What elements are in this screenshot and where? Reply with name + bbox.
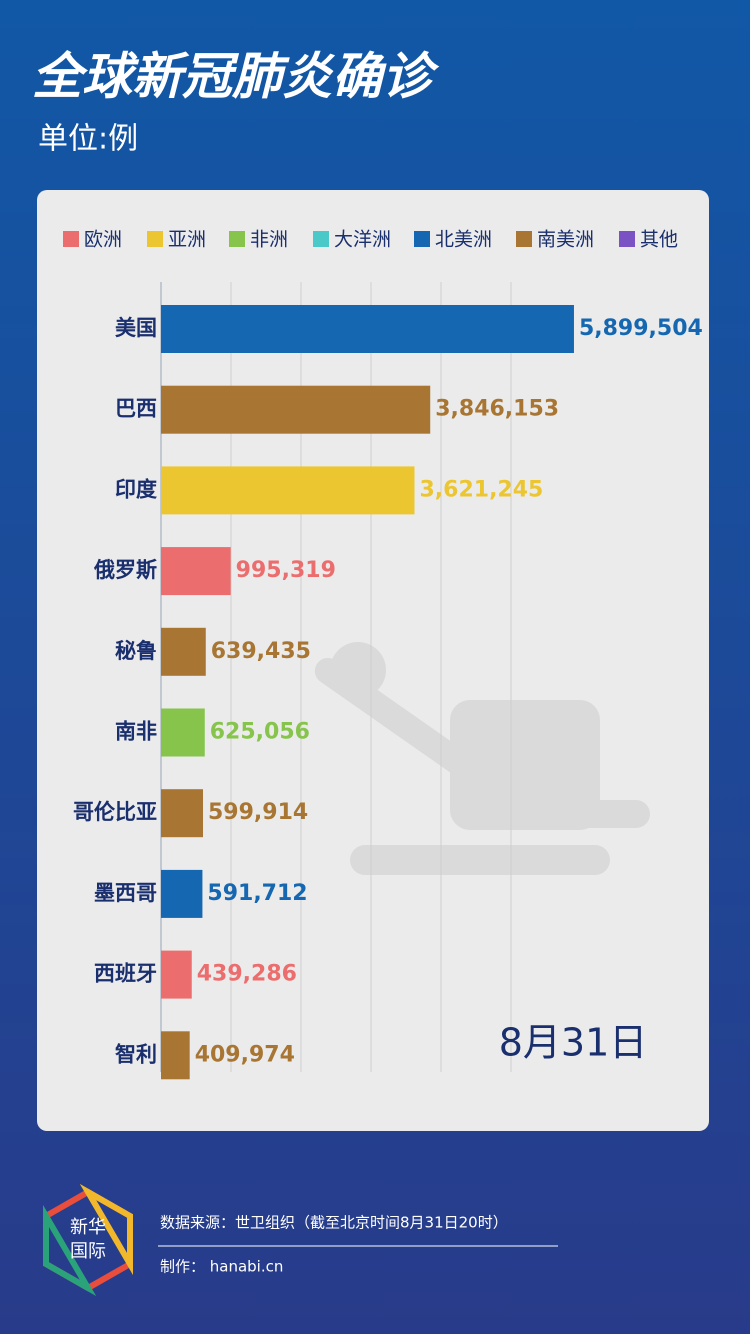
- source: 数据来源：世卫组织（截至北京时间8月31日20时）: [160, 1214, 508, 1232]
- legend-label: 大洋洲: [334, 229, 391, 251]
- y-tick-label: 智利: [115, 1042, 157, 1066]
- legend-swatch: [229, 231, 245, 247]
- bar: [161, 869, 203, 918]
- bar: [161, 708, 205, 757]
- value-label: 591,712: [207, 881, 307, 906]
- value-label: 625,056: [210, 720, 310, 745]
- chart-title: 全球新冠肺炎确诊: [32, 48, 440, 106]
- value-label: 3,846,153: [435, 397, 559, 422]
- logo: 新华 国际: [43, 1183, 133, 1297]
- watermark: [314, 642, 650, 875]
- legend-swatch: [313, 231, 329, 247]
- y-tick-label: 墨西哥: [94, 881, 157, 905]
- legend-swatch: [619, 231, 635, 247]
- legend-swatch: [414, 231, 430, 247]
- legend-label: 其他: [640, 229, 678, 251]
- chart-subtitle: 单位:例: [38, 122, 138, 157]
- bar: [161, 1031, 190, 1080]
- y-tick-label: 秘鲁: [115, 639, 157, 663]
- y-tick-label: 俄罗斯: [93, 558, 157, 582]
- logo-text: 国际: [70, 1241, 106, 1262]
- legend-swatch: [516, 231, 532, 247]
- legend-swatch: [63, 231, 79, 247]
- legend-label: 北美洲: [435, 229, 492, 251]
- bar: [161, 789, 203, 838]
- value-label: 995,319: [236, 558, 336, 583]
- bar: [161, 466, 415, 515]
- logo-text: 新华: [70, 1217, 106, 1238]
- legend-label: 非洲: [250, 229, 288, 251]
- y-tick-label: 印度: [115, 477, 157, 501]
- value-label: 439,286: [197, 962, 297, 987]
- legend-swatch: [147, 231, 163, 247]
- credit: 制作： hanabi.cn: [160, 1258, 283, 1276]
- value-label: 409,974: [195, 1042, 295, 1067]
- y-tick-label: 哥伦比亚: [73, 800, 157, 824]
- bar: [161, 950, 192, 999]
- value-label: 3,621,245: [419, 477, 543, 502]
- bar: [161, 627, 206, 676]
- legend-label: 亚洲: [168, 229, 206, 251]
- y-tick-label: 南非: [115, 720, 157, 744]
- bar: [161, 385, 431, 434]
- date-annotation: 8月31日: [499, 1021, 648, 1065]
- value-label: 5,899,504: [579, 316, 703, 341]
- legend-label: 欧洲: [84, 229, 122, 251]
- value-label: 639,435: [211, 639, 311, 664]
- y-tick-label: 美国: [115, 316, 157, 340]
- legend-label: 南美洲: [537, 229, 594, 251]
- value-label: 599,914: [208, 800, 308, 825]
- bar: [161, 547, 231, 596]
- y-tick-label: 西班牙: [94, 962, 157, 986]
- bar: [161, 305, 574, 353]
- y-tick-label: 巴西: [115, 397, 157, 421]
